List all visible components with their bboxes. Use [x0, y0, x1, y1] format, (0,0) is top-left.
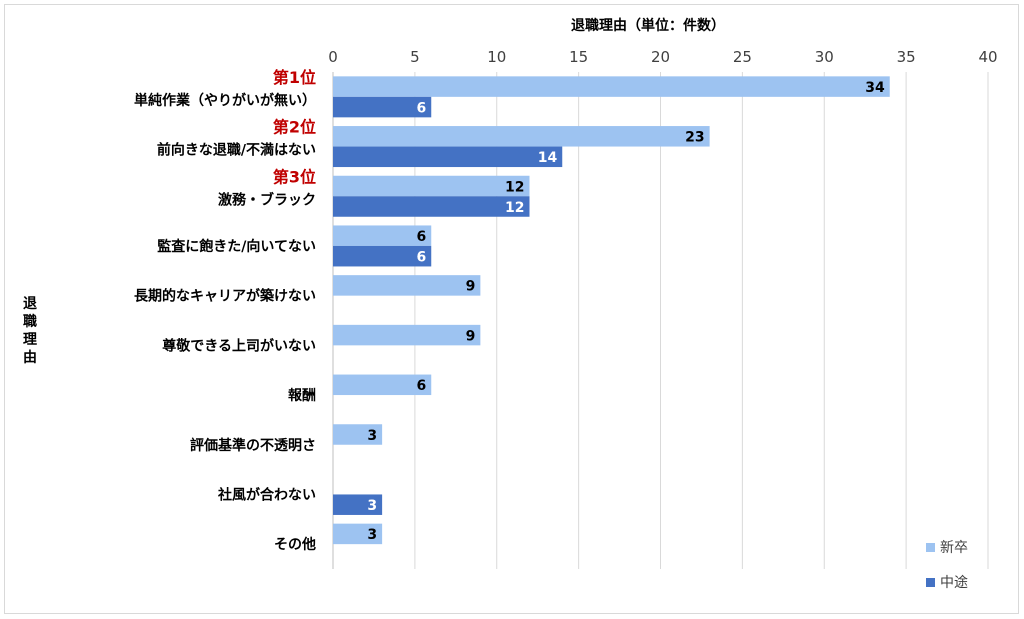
legend-swatch: [926, 578, 935, 587]
data-label: 3: [367, 527, 377, 543]
category-label: 前向きな退職/不満はない: [157, 142, 316, 159]
chart-frame: [4, 4, 1019, 614]
bar-中途: [333, 146, 563, 168]
y-axis-title: 退職理由: [23, 296, 37, 366]
rank-label: 第3位: [273, 167, 316, 186]
gridlines: [332, 72, 989, 569]
bar-新卒: [333, 523, 383, 545]
bar-新卒: [333, 175, 530, 197]
bar-新卒: [333, 374, 432, 396]
x-tick-label: 15: [569, 48, 588, 66]
x-tick-label: 5: [410, 48, 420, 66]
bar-新卒: [333, 126, 710, 147]
data-label: 6: [417, 100, 427, 116]
category-label: 評価基準の不透明さ: [190, 437, 316, 454]
bar-中途: [333, 196, 530, 217]
bar-中途: [333, 245, 432, 267]
x-tick-label: 0: [328, 48, 338, 66]
data-label: 6: [417, 229, 427, 245]
data-label: 23: [685, 130, 704, 146]
bar-新卒: [333, 424, 383, 445]
data-label: 6: [417, 249, 427, 265]
rank-label: 第1位: [273, 68, 316, 87]
category-label: 激務・ブラック: [218, 191, 316, 208]
legend-label: 中途: [940, 574, 968, 591]
x-axis-ticks: 0 5 10 15 20 25 30 35 40: [328, 48, 997, 66]
bars: 34 6 23 14 12 12 6 6 9 9 6 3 3 3: [333, 76, 890, 545]
category-label: 監査に飽きた/向いてない: [157, 238, 316, 255]
bar-新卒: [333, 324, 481, 346]
data-label: 9: [466, 328, 476, 344]
x-tick-label: 35: [897, 48, 916, 66]
category-label: その他: [274, 536, 316, 553]
x-tick-label: 30: [815, 48, 834, 66]
x-tick-label: 40: [978, 48, 997, 66]
data-label: 3: [367, 428, 377, 444]
data-label: 9: [466, 279, 476, 295]
bar-中途: [333, 494, 383, 515]
category-label: 尊敬できる上司がいない: [162, 337, 316, 354]
bar-中途: [333, 96, 432, 118]
bar-新卒: [333, 76, 890, 97]
category-label: 報酬: [288, 387, 316, 404]
data-label: 6: [417, 378, 427, 394]
legend-label: 新卒: [940, 540, 968, 556]
x-tick-label: 10: [487, 48, 506, 66]
category-label: 社風が合わない: [217, 486, 316, 503]
data-label: 12: [505, 200, 524, 216]
rank-label: 第2位: [273, 118, 316, 137]
x-tick-label: 25: [733, 48, 752, 66]
x-tick-label: 20: [651, 48, 670, 66]
bar-新卒: [333, 225, 432, 246]
data-label: 14: [538, 150, 558, 166]
data-label: 34: [865, 80, 885, 96]
category-label: 単純作業（やりがいが無い）: [134, 92, 316, 109]
x-axis-title: 退職理由（単位：件数）: [571, 17, 725, 34]
legend-swatch: [926, 543, 935, 552]
bar-新卒: [333, 275, 481, 296]
category-label: 長期的なキャリアが築けない: [134, 288, 316, 305]
data-label: 12: [505, 179, 524, 195]
data-label: 3: [367, 498, 377, 514]
